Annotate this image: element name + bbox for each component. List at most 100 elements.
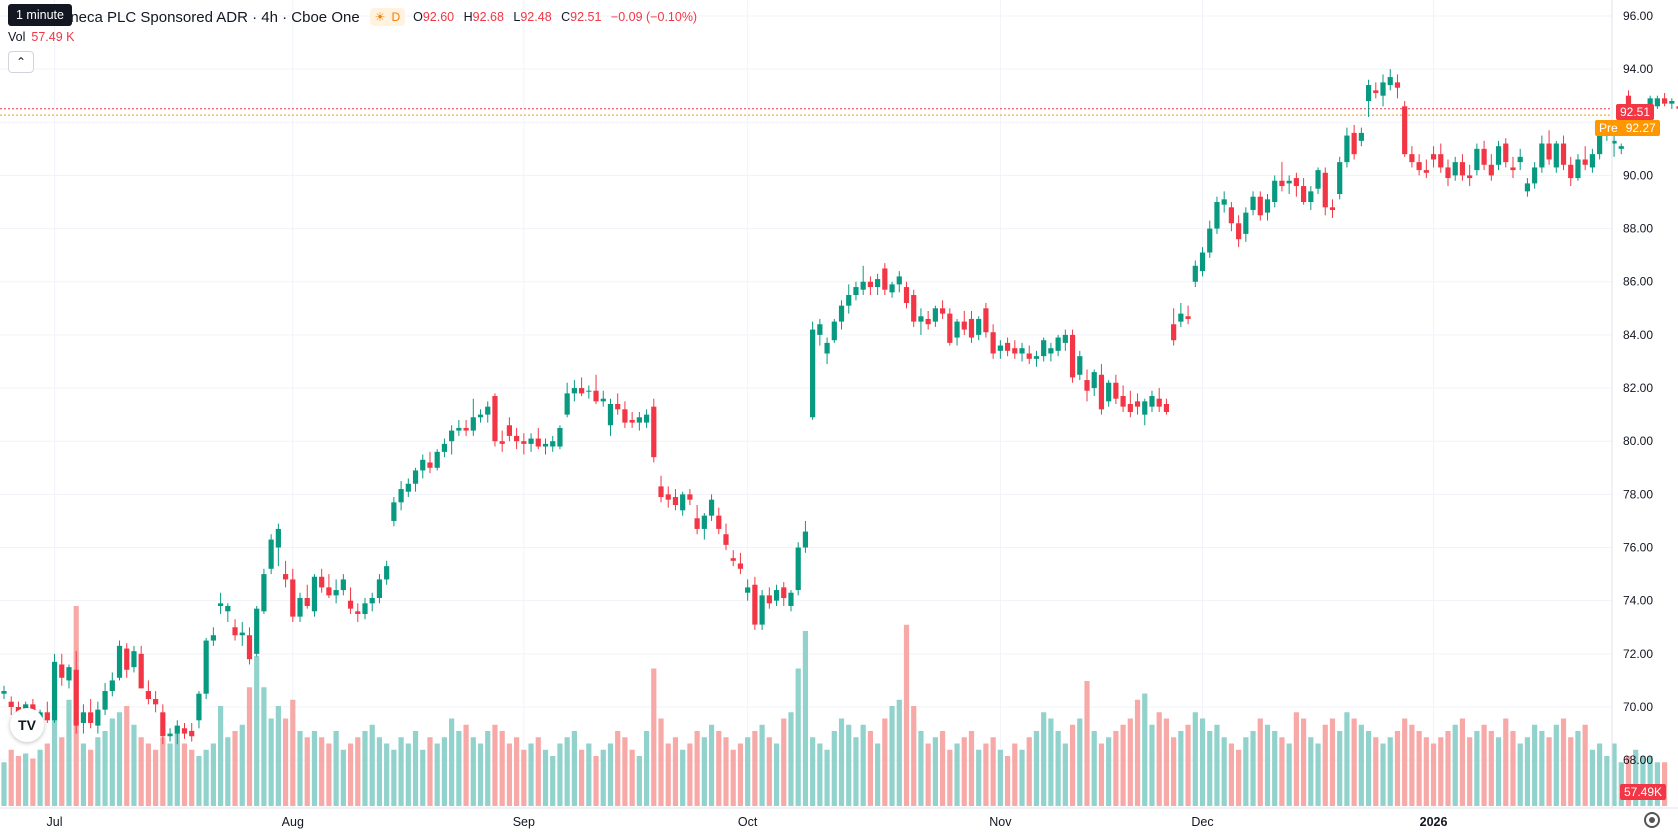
pre-market-tag: Pre 92.27 [1595, 120, 1660, 136]
volume-legend[interactable]: Vol 57.49 K [8, 30, 74, 44]
candle-body [189, 730, 195, 737]
candle-body [232, 627, 238, 636]
volume-bar [153, 749, 159, 806]
candle-body [903, 287, 910, 303]
volume-bar [1575, 731, 1581, 806]
candle-body [817, 324, 823, 335]
volume-bar [254, 656, 260, 806]
collapse-legend-button[interactable]: ⌃ [8, 51, 34, 73]
volume-bar [1106, 737, 1112, 806]
time-tick-label: 2026 [1420, 815, 1448, 829]
candle-body [1308, 191, 1314, 202]
candle-body [1192, 265, 1198, 282]
volume-bar [708, 724, 715, 806]
volume-bar [1510, 731, 1516, 806]
volume-bar [1633, 749, 1639, 806]
volume-bar [1178, 731, 1184, 806]
volume-bar [333, 731, 339, 806]
candle-body [1243, 212, 1249, 234]
candle-body [622, 409, 628, 423]
volume-bar [1192, 712, 1198, 806]
volume-bar [102, 731, 108, 806]
price-tick-label: 84.00 [1623, 328, 1653, 342]
close-value: 92.51 [570, 10, 602, 24]
candle-body [138, 653, 144, 689]
gear-icon[interactable] [1644, 812, 1660, 828]
candle-body [398, 489, 404, 503]
volume-bar [817, 743, 823, 806]
volume-bar [275, 706, 281, 806]
volume-bar [694, 731, 700, 806]
volume-bar [1589, 749, 1595, 806]
volume-bar [1257, 718, 1263, 806]
volume-bar [1264, 724, 1271, 806]
candle-body [1654, 98, 1660, 107]
candle-body [1084, 380, 1090, 391]
volume-bar [1488, 731, 1494, 806]
candle-body [1055, 337, 1061, 351]
candle-body [1481, 148, 1487, 165]
candle-body [781, 587, 787, 599]
volume-bar [59, 737, 65, 806]
volume-bar [730, 749, 736, 806]
candle-body [297, 598, 303, 617]
candle-body [153, 699, 159, 705]
volume-bar [810, 737, 816, 806]
candle-body [1524, 183, 1531, 192]
volume-bar [225, 737, 231, 806]
volume-bar [860, 724, 866, 806]
session-badge-label: D [391, 10, 401, 24]
volume-bar [773, 743, 780, 806]
volume-bar [1019, 749, 1025, 806]
volume-bar [1149, 724, 1155, 806]
candle-body [1416, 162, 1422, 171]
volume-bar [1344, 712, 1350, 806]
volume-bar [1524, 737, 1531, 806]
time-tick-label: Nov [989, 815, 1012, 829]
candle-body [1019, 348, 1025, 354]
candle-body [976, 318, 982, 335]
volume-bar [903, 624, 910, 806]
candle-body [1149, 396, 1155, 407]
tradingview-logo[interactable]: TV [10, 708, 44, 742]
volume-bar [1546, 737, 1552, 806]
candle-body [947, 313, 953, 343]
symbol-title[interactable]: eneca PLC Sponsored ADR · 4h · Cboe One [62, 8, 360, 26]
volume-bar [1293, 712, 1299, 806]
candle-body [788, 592, 794, 606]
volume-bar [1604, 756, 1610, 806]
price-tick-label: 72.00 [1623, 647, 1653, 661]
candle-body [990, 332, 996, 354]
volume-bar [940, 731, 946, 806]
volume-bar [1495, 737, 1502, 806]
volume-bar [1467, 737, 1473, 806]
candle-body [80, 712, 87, 723]
volume-bar [1365, 731, 1372, 806]
pre-market-price: 92.27 [1625, 121, 1656, 135]
volume-bar [1041, 712, 1047, 806]
candle-body [550, 441, 556, 447]
candle-body [44, 712, 50, 721]
volume-bar [586, 743, 592, 806]
candle-body [680, 494, 686, 511]
volume-bar [1098, 743, 1105, 806]
session-badge[interactable]: ☀ D [369, 8, 406, 26]
volume-bar [362, 731, 368, 806]
candle-body [535, 438, 541, 447]
candle-body [218, 603, 224, 606]
volume-label: Vol [8, 30, 26, 44]
volume-bar [8, 749, 14, 806]
candle-body [1264, 199, 1271, 213]
volume-bar [911, 706, 917, 806]
volume-bar [1004, 756, 1011, 806]
candle-body [449, 430, 455, 442]
candle-body [102, 691, 108, 710]
candle-body [1171, 324, 1177, 341]
symbol-legend[interactable]: eneca PLC Sponsored ADR · 4h · Cboe One … [8, 7, 703, 27]
candle-body [759, 595, 765, 625]
volume-bar [896, 699, 902, 806]
candle-body [1069, 334, 1076, 378]
candle-body [485, 406, 491, 415]
